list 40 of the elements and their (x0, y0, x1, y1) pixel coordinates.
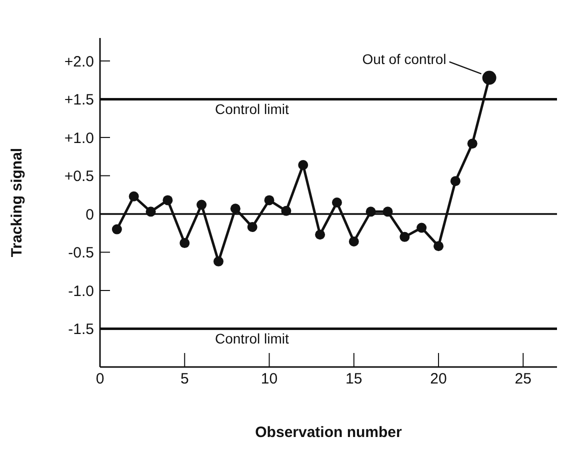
point (332, 198, 342, 208)
x-tick-label: 25 (514, 370, 532, 388)
point (366, 206, 376, 217)
point (264, 195, 274, 206)
point (196, 200, 207, 210)
point (416, 222, 427, 233)
y-tick-label: +1.5 (64, 92, 94, 109)
point (213, 256, 224, 266)
y-tick-label: +2.0 (64, 53, 94, 70)
point (247, 222, 258, 232)
point (298, 160, 308, 170)
point (315, 230, 326, 240)
point (230, 204, 240, 214)
x-axis-title: Observation number (255, 424, 402, 441)
point (180, 238, 190, 248)
x-tick-label: 15 (346, 370, 362, 388)
point (146, 206, 156, 217)
x-tick-label: 20 (430, 370, 447, 388)
point (467, 138, 478, 149)
y-tick-label: -0.5 (68, 244, 94, 262)
point (400, 232, 410, 242)
y-tick-label: +1.0 (64, 130, 94, 147)
point (112, 224, 122, 234)
point (434, 241, 444, 252)
y-tick-label: 0 (86, 206, 94, 224)
point (162, 195, 173, 206)
annotation: Out of control (362, 50, 446, 67)
y-tick-label: -1.0 (68, 282, 94, 300)
y-tick-label: -1.5 (68, 321, 94, 338)
point (382, 206, 393, 217)
ref-line-label: Control limit (215, 101, 290, 118)
x-tick-label: 5 (180, 370, 189, 388)
point (281, 206, 292, 216)
point (128, 191, 139, 202)
point (348, 236, 359, 247)
y-axis-title: Tracking signal (8, 148, 26, 258)
y-tick-label: +0.5 (64, 168, 94, 186)
point (450, 176, 460, 186)
x-tick-label: 10 (260, 370, 278, 388)
ref-line-label: Control limit (215, 330, 290, 347)
